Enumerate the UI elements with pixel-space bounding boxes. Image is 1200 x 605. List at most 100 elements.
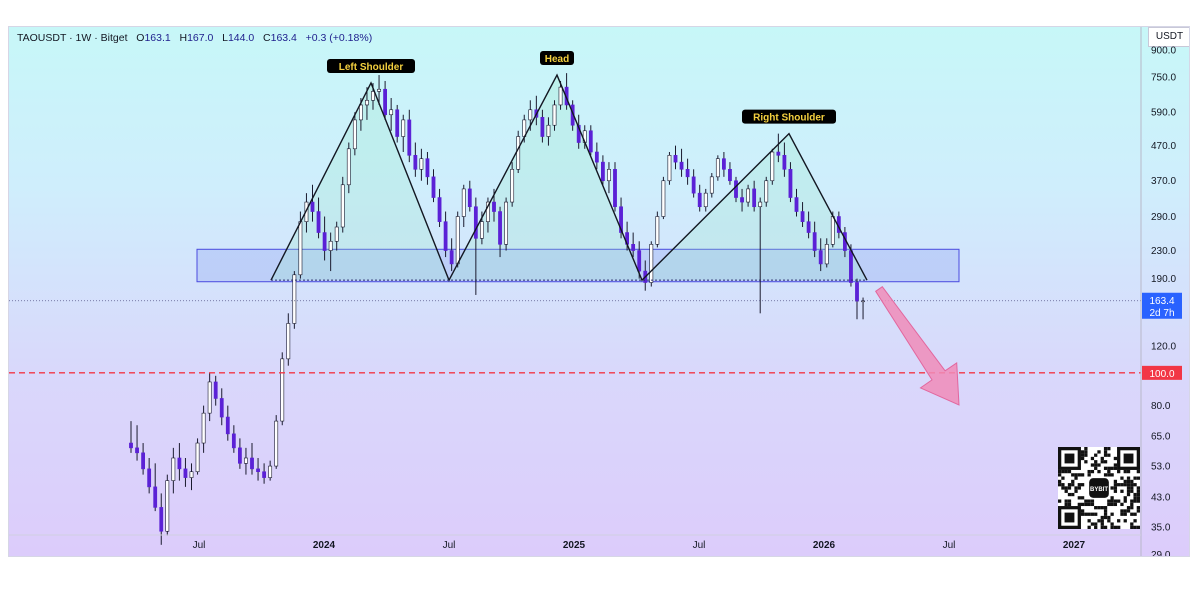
qr-cell: [1084, 502, 1088, 507]
qr-cell: [1103, 450, 1108, 454]
candle: [195, 438, 200, 475]
qr-cell: [1064, 502, 1068, 507]
candle-body: [479, 221, 484, 239]
candle: [607, 162, 611, 194]
qr-cell: [1097, 506, 1101, 510]
candle-body: [655, 216, 660, 245]
qr-cell: [1058, 473, 1062, 477]
qr-cell: [1084, 447, 1088, 451]
candle-body: [613, 168, 617, 208]
qr-cell: [1107, 447, 1111, 451]
qr-cell: [1067, 492, 1072, 497]
qr-cell: [1120, 489, 1124, 493]
candle: [467, 180, 472, 212]
candle: [256, 457, 260, 481]
candle-body: [504, 201, 509, 245]
qr-cell: [1123, 509, 1127, 513]
qr-cell: [1123, 499, 1127, 503]
qr-cell: [1087, 473, 1091, 477]
candle-body: [709, 176, 714, 194]
qr-cell: [1117, 499, 1121, 503]
candle: [328, 232, 333, 272]
qr-cell: [1090, 512, 1095, 516]
support-zone[interactable]: [196, 248, 960, 283]
qr-cell: [1080, 473, 1085, 477]
x-tick-label: 2024: [313, 540, 336, 551]
qr-cell: [1136, 469, 1140, 474]
candle-body: [661, 180, 666, 217]
qr-cell: [1100, 522, 1104, 526]
candle-body: [256, 468, 260, 473]
qr-cell: [1080, 512, 1085, 516]
candle-body: [322, 232, 327, 251]
qr-cell: [1100, 519, 1104, 523]
candle: [189, 463, 194, 491]
candle-body: [171, 457, 176, 481]
qr-cell: [1094, 453, 1098, 457]
candle-body: [437, 197, 442, 222]
qr-cell: [1094, 522, 1098, 526]
candle: [389, 98, 394, 131]
qr-cell: [1123, 519, 1127, 523]
qr-cell: [1113, 479, 1118, 484]
qr-cell: [1136, 506, 1140, 510]
qr-cell: [1117, 525, 1121, 529]
current-price-tag-countdown: 2d 7h: [1149, 308, 1174, 319]
qr-cell: [1130, 499, 1134, 503]
qr-cell: [1071, 492, 1075, 497]
y-tick-label: 370.0: [1151, 176, 1176, 187]
low-value: 144.0: [227, 32, 255, 44]
qr-logo-text: BYBIT: [1090, 487, 1108, 493]
candle-body: [691, 176, 696, 194]
candle-body: [492, 201, 496, 212]
candle: [788, 162, 793, 203]
candle-body: [679, 161, 684, 170]
candle: [546, 117, 551, 146]
qr-cell: [1067, 469, 1072, 474]
candle-body: [607, 168, 611, 182]
candle-body: [352, 119, 357, 150]
candle-body: [449, 250, 454, 265]
qr-cell: [1110, 496, 1114, 500]
qr-cell: [1094, 525, 1098, 529]
qr-cell: [1097, 463, 1101, 467]
candle: [346, 142, 351, 194]
qr-cell: [1113, 456, 1118, 461]
candle-body: [183, 468, 188, 478]
x-tick-label: Jul: [443, 540, 456, 551]
ohlc-legend: TAOUSDT · 1W · Bitget O163.1 H167.0 L144…: [17, 32, 373, 44]
projection-arrow[interactable]: [875, 286, 960, 406]
qr-cell: [1080, 502, 1085, 507]
price-chart[interactable]: Left Shoulder Head Right Shoulder 900.0 750…: [9, 27, 1189, 556]
head-shoulders-pattern[interactable]: [270, 73, 868, 282]
qr-cell: [1110, 522, 1114, 526]
candle: [225, 405, 230, 441]
candle-body: [165, 480, 170, 532]
candle-body: [268, 465, 273, 478]
qr-cell: [1130, 479, 1134, 484]
candle-body: [849, 250, 853, 283]
candle: [443, 211, 448, 258]
candle-body: [316, 211, 321, 233]
timeframe[interactable]: 1W: [75, 32, 92, 44]
candle-body: [594, 151, 599, 163]
symbol[interactable]: TAOUSDT: [17, 32, 67, 44]
qr-cell: [1074, 486, 1078, 490]
qr-cell: [1133, 499, 1137, 503]
qr-cell: [1058, 483, 1062, 487]
qr-cell: [1133, 483, 1137, 487]
candle: [352, 112, 357, 156]
pattern-label-text: Right Shoulder: [753, 113, 825, 124]
qr-cell: [1117, 519, 1121, 523]
candle: [861, 297, 865, 320]
qr-cell: [1061, 483, 1065, 487]
qr-cell: [1061, 486, 1065, 490]
candle-body: [746, 188, 751, 203]
qr-cell: [1133, 512, 1137, 516]
candle: [383, 80, 388, 120]
currency-selector[interactable]: USDT: [1148, 27, 1189, 47]
qr-cell: [1126, 469, 1131, 474]
candle: [449, 238, 454, 272]
candle: [564, 73, 569, 110]
candle: [425, 152, 430, 185]
